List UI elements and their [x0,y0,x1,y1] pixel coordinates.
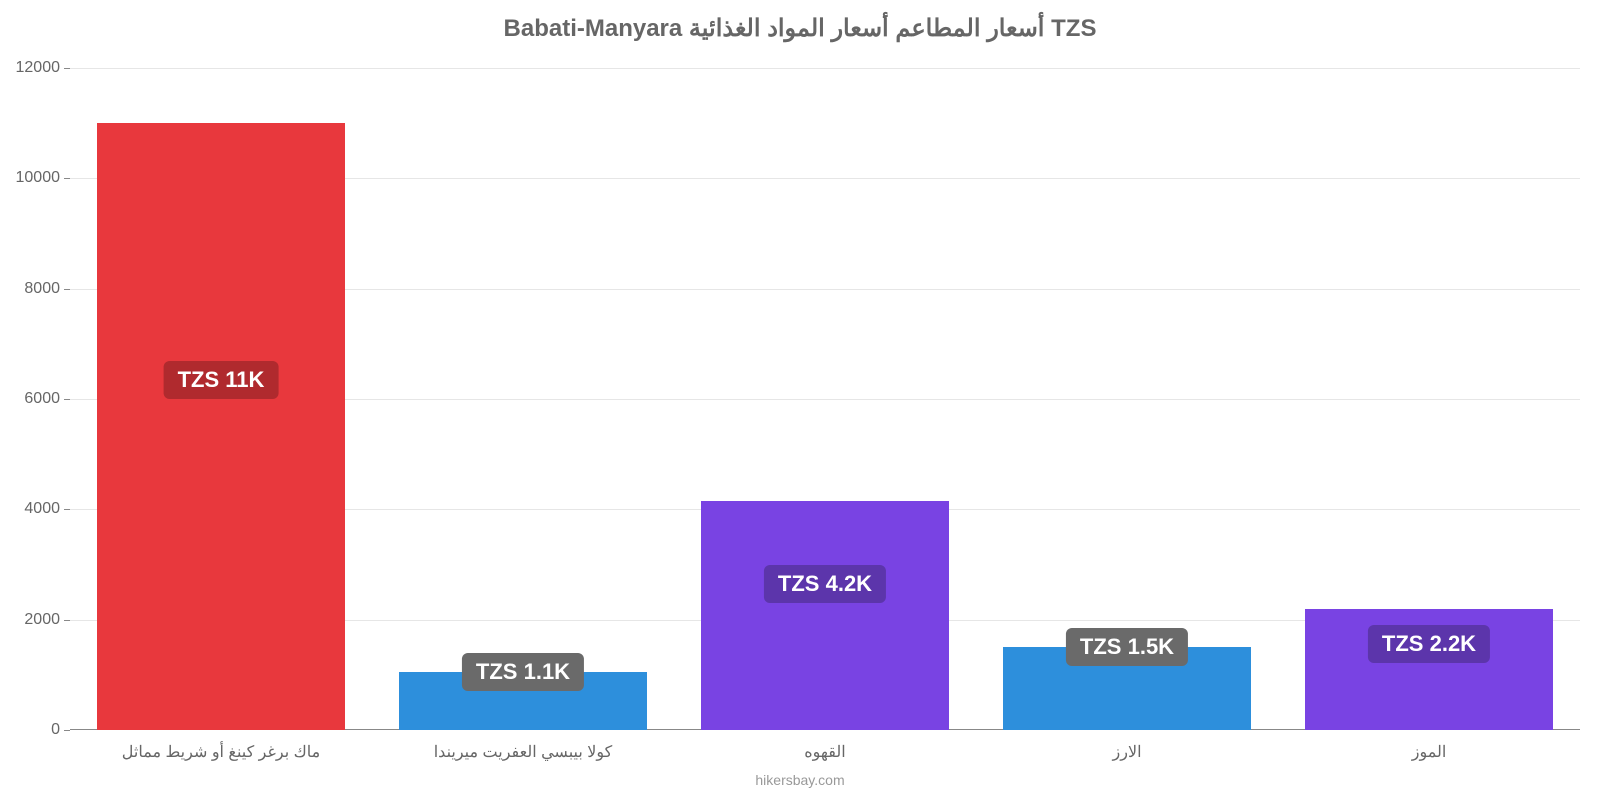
value-badge: TZS 1.1K [462,653,584,691]
ytick-label: 6000 [24,390,70,408]
ytick-label: 2000 [24,611,70,629]
xtick-label: الموز [1412,730,1447,762]
xtick-label: القهوه [804,730,845,762]
xtick-label: كولا بيبسي العفريت ميريندا [434,730,613,762]
price-bar-chart: Babati-Manyara أسعار المطاعم أسعار الموا… [0,0,1600,800]
ytick-label: 12000 [16,59,71,77]
ytick-label: 0 [51,721,70,739]
ytick-label: 4000 [24,500,70,518]
gridline [70,68,1580,69]
xtick-label: ماك برغر كينغ أو شريط مماثل [122,730,320,762]
xtick-label: الارز [1112,730,1141,762]
value-badge: TZS 11K [164,361,279,399]
ytick-label: 10000 [16,169,71,187]
plot-area: 020004000600080001000012000ماك برغر كينغ… [70,68,1580,730]
bar [701,501,949,730]
attribution-text: hikersbay.com [755,772,844,788]
value-badge: TZS 1.5K [1066,628,1188,666]
value-badge: TZS 2.2K [1368,625,1490,663]
bar [97,123,345,730]
chart-title: Babati-Manyara أسعار المطاعم أسعار الموا… [0,14,1600,43]
ytick-label: 8000 [24,280,70,298]
value-badge: TZS 4.2K [764,565,886,603]
